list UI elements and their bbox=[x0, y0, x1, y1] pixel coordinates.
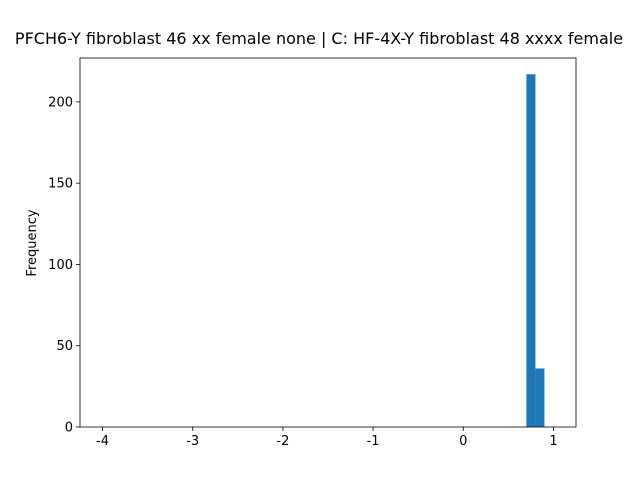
x-tick-label: 1 bbox=[549, 434, 557, 449]
y-tick-label: 100 bbox=[48, 258, 73, 273]
y-axis-label: Frequency bbox=[25, 209, 40, 276]
y-tick-label: 150 bbox=[48, 177, 73, 192]
y-tick-label: 50 bbox=[56, 339, 73, 354]
bar bbox=[535, 368, 545, 427]
x-tick-label: -4 bbox=[96, 434, 109, 449]
chart-title: PFCH6-Y fibroblast 46 xx female none | C… bbox=[15, 29, 623, 48]
x-tick-label: -3 bbox=[186, 434, 199, 449]
plot-frame bbox=[79, 57, 577, 428]
x-tick-label: -1 bbox=[367, 434, 380, 449]
x-tick-label: -2 bbox=[276, 434, 289, 449]
y-tick-label: 0 bbox=[65, 421, 73, 436]
bar bbox=[526, 74, 536, 428]
y-tick-label: 200 bbox=[48, 95, 73, 110]
x-tick-label: 0 bbox=[459, 434, 467, 449]
